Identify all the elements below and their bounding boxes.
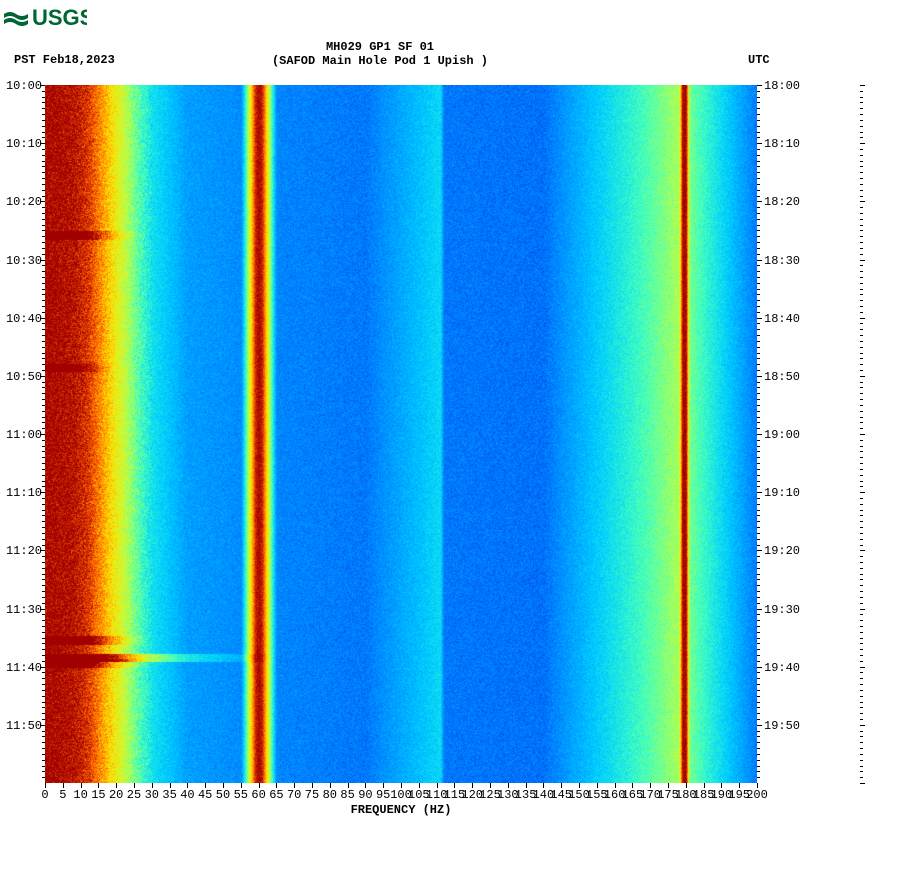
x-label: 35 [162, 788, 176, 802]
x-label: 90 [358, 788, 372, 802]
usgs-logo: USGS [2, 2, 87, 37]
x-label: 200 [746, 788, 768, 802]
x-label: 45 [198, 788, 212, 802]
y-label-right: 18:00 [764, 79, 800, 93]
x-label: 75 [305, 788, 319, 802]
y-label-right: 19:50 [764, 719, 800, 733]
x-axis-title: FREQUENCY (HZ) [45, 803, 757, 817]
y-label-right: 18:10 [764, 137, 800, 151]
x-label: 80 [323, 788, 337, 802]
y-label-left: 10:00 [6, 79, 42, 93]
x-label: 30 [145, 788, 159, 802]
y-label-left: 11:50 [6, 719, 42, 733]
y-label-right: 18:50 [764, 370, 800, 384]
timezone-right-label: UTC [748, 53, 770, 67]
x-label: 65 [269, 788, 283, 802]
y-label-left: 11:20 [6, 544, 42, 558]
y-label-right: 19:40 [764, 661, 800, 675]
x-label: 5 [59, 788, 66, 802]
right-tick-column [860, 85, 865, 783]
y-label-right: 19:20 [764, 544, 800, 558]
x-label: 70 [287, 788, 301, 802]
x-label: 40 [180, 788, 194, 802]
spectrogram-canvas [45, 85, 757, 783]
y-label-right: 18:20 [764, 195, 800, 209]
x-label: 10 [73, 788, 87, 802]
y-label-left: 10:10 [6, 137, 42, 151]
y-label-left: 11:40 [6, 661, 42, 675]
spectrogram-plot [45, 85, 757, 783]
x-label: 20 [109, 788, 123, 802]
y-axis-labels-left: 10:0010:1010:2010:3010:4010:5011:0011:10… [4, 85, 42, 783]
y-label-left: 10:20 [6, 195, 42, 209]
title-line-1: MH029 GP1 SF 01 [0, 40, 760, 54]
x-label: 85 [340, 788, 354, 802]
x-label: 15 [91, 788, 105, 802]
x-label: 25 [127, 788, 141, 802]
y-label-left: 11:00 [6, 428, 42, 442]
x-label: 60 [251, 788, 265, 802]
y-label-right: 19:10 [764, 486, 800, 500]
y-label-right: 18:40 [764, 312, 800, 326]
x-label: 0 [41, 788, 48, 802]
y-label-left: 11:30 [6, 603, 42, 617]
y-label-right: 18:30 [764, 254, 800, 268]
timezone-left-label: PST Feb18,2023 [14, 53, 115, 67]
svg-text:USGS: USGS [32, 5, 87, 30]
y-label-left: 11:10 [6, 486, 42, 500]
y-label-left: 10:40 [6, 312, 42, 326]
x-label: 55 [234, 788, 248, 802]
y-axis-labels-right: 18:0018:1018:2018:3018:4018:5019:0019:10… [762, 85, 802, 783]
x-axis-labels: 0510152025303540455055606570758085909510… [45, 788, 757, 804]
y-label-left: 10:30 [6, 254, 42, 268]
x-label: 95 [376, 788, 390, 802]
y-label-right: 19:30 [764, 603, 800, 617]
x-label: 50 [216, 788, 230, 802]
y-label-right: 19:00 [764, 428, 800, 442]
y-label-left: 10:50 [6, 370, 42, 384]
